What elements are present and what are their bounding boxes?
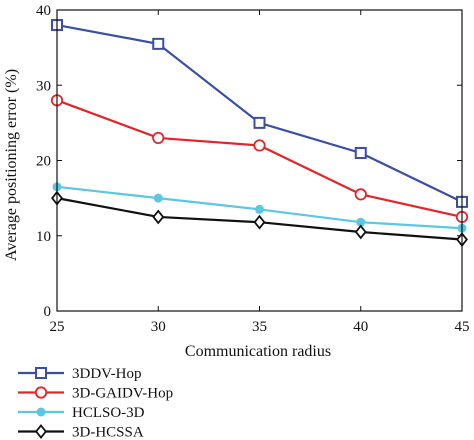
data-point-series-2 (354, 188, 367, 201)
legend-label: 3D-GAIDV-Hop (72, 386, 173, 402)
x-tick-label: 40 (353, 319, 368, 335)
y-tick-label: 20 (36, 154, 51, 170)
data-point-series-4 (253, 214, 266, 230)
y-tick-label: 0 (44, 304, 52, 320)
plot-frame (56, 9, 463, 312)
x-tick-label: 45 (455, 319, 470, 335)
data-point-series-3 (153, 193, 163, 203)
legend-marker (35, 424, 47, 439)
plot-area (50, 19, 469, 247)
data-point-series-2 (253, 139, 266, 152)
y-axis-label: Average positioning error (%) (3, 69, 20, 261)
y-tick-label: 10 (36, 229, 51, 245)
data-point-series-1 (354, 146, 367, 159)
x-tick-label: 35 (252, 319, 267, 335)
legend-label: HCLSO-3D (72, 405, 145, 421)
legend-marker (34, 386, 48, 399)
data-point-series-4 (354, 224, 367, 240)
legend-marker (36, 407, 46, 417)
series-line-1 (56, 23, 463, 203)
data-point-series-2 (152, 131, 165, 145)
data-point-series-4 (152, 209, 165, 225)
data-point-series-3 (255, 204, 264, 214)
data-point-series-1 (152, 37, 165, 50)
legend-marker (35, 367, 47, 379)
y-tick-label: 40 (36, 3, 51, 19)
x-axis-label: Communication radius (185, 343, 331, 360)
data-point-series-1 (253, 116, 266, 129)
x-tick-label: 25 (50, 319, 65, 335)
x-tick-label: 30 (151, 319, 166, 335)
legend-label: 3D-HCSSA (72, 425, 144, 440)
legend: 3DDV-Hop 3D-GAIDV-Hop HCLSO-3D 3D-HCSSA (18, 366, 173, 440)
axes: 0 10 20 30 40 25 30 35 40 45 (36, 3, 470, 335)
y-tick-label: 30 (36, 78, 51, 94)
legend-label: 3DDV-Hop (72, 366, 141, 382)
